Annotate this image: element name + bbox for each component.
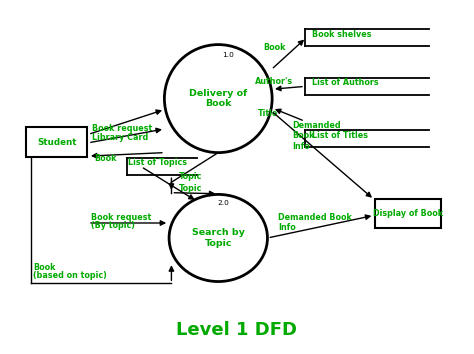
Text: Book request: Book request	[91, 213, 151, 222]
Text: Topic: Topic	[178, 184, 202, 193]
Text: Book: Book	[33, 263, 56, 272]
Text: (By topic): (By topic)	[91, 221, 135, 230]
FancyBboxPatch shape	[375, 199, 441, 228]
Text: Search by
Topic: Search by Topic	[192, 228, 245, 248]
Ellipse shape	[164, 45, 272, 153]
Text: 2.0: 2.0	[217, 200, 229, 206]
Text: List of Topics: List of Topics	[128, 158, 187, 167]
Text: Book: Book	[94, 154, 117, 163]
Ellipse shape	[169, 194, 267, 281]
Text: Topic: Topic	[178, 172, 202, 181]
Text: Book request: Book request	[92, 124, 152, 133]
Text: Demanded Book
Info: Demanded Book Info	[278, 213, 352, 232]
Text: Delivery of
Book: Delivery of Book	[189, 89, 247, 108]
Text: (based on topic): (based on topic)	[33, 271, 107, 280]
Text: Library Card: Library Card	[92, 133, 148, 142]
Text: Book: Book	[263, 42, 285, 52]
FancyBboxPatch shape	[26, 127, 87, 157]
Text: Level 1 DFD: Level 1 DFD	[176, 321, 298, 339]
Text: Title: Title	[258, 109, 278, 118]
Text: Demanded
Book
Info: Demanded Book Info	[292, 121, 341, 151]
Text: Display of Book: Display of Book	[373, 209, 443, 218]
Text: List of Authors: List of Authors	[312, 79, 379, 87]
Text: List of Titles: List of Titles	[312, 131, 368, 140]
Text: 1.0: 1.0	[222, 52, 234, 58]
Text: Book shelves: Book shelves	[312, 30, 372, 39]
Text: Author's: Author's	[255, 78, 293, 86]
Text: Student: Student	[37, 138, 76, 147]
